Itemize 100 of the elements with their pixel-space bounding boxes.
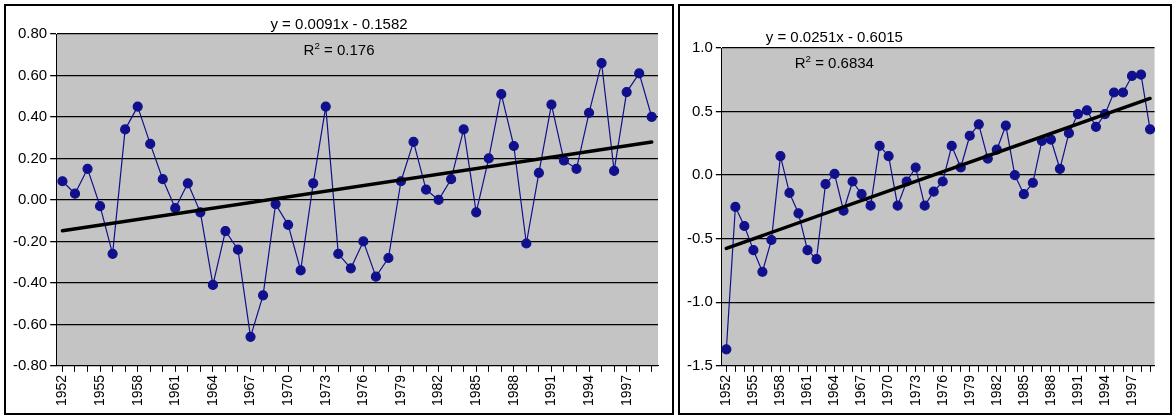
point: [471, 207, 482, 218]
point: [1054, 163, 1066, 174]
y-tick-label: -0.40: [12, 273, 48, 291]
text: y = 0.0251x - 0.6015: [765, 28, 903, 45]
point: [847, 176, 858, 187]
point: [748, 245, 759, 256]
y-tick-label: -1.0: [686, 292, 713, 310]
y-tick-label: -0.5: [686, 228, 713, 246]
point: [220, 225, 231, 237]
x-tick-label: 1985: [467, 374, 484, 407]
x-tick-label: 1997: [1122, 374, 1139, 407]
y-tick-label: 0.00: [17, 190, 48, 208]
point: [571, 163, 582, 174]
point: [964, 130, 975, 141]
point: [829, 168, 840, 179]
point: [892, 200, 903, 211]
point: [120, 124, 131, 135]
point: [1117, 87, 1129, 98]
point: [1045, 134, 1056, 145]
point: [1108, 87, 1120, 98]
point: [609, 165, 620, 176]
point: [533, 167, 544, 179]
point: [775, 150, 786, 162]
x-tick-label: 1991: [542, 374, 559, 407]
point: [973, 119, 984, 130]
x-tick-label: 1976: [933, 374, 950, 407]
text: y = 0.0091x - 0.1582: [270, 15, 408, 32]
x-tick-label: 1967: [852, 374, 869, 407]
point: [646, 111, 657, 123]
point: [937, 176, 948, 187]
y-tick-label: -0.20: [12, 231, 48, 249]
point: [69, 188, 81, 199]
y-tick-label: -0.60: [12, 314, 48, 332]
point: [94, 201, 106, 212]
x-tick-label: 1994: [579, 374, 596, 407]
x-tick-label: 1982: [987, 374, 1004, 407]
point: [919, 200, 930, 211]
point: [928, 186, 939, 197]
point: [320, 101, 331, 112]
x-tick-label: 1994: [1095, 374, 1112, 407]
x-tick-label: 1973: [906, 374, 923, 407]
point: [1090, 121, 1102, 132]
x-tick-label: 1997: [617, 374, 634, 407]
point: [546, 99, 557, 110]
point: [308, 178, 319, 189]
point: [634, 68, 645, 79]
x-tick-label: 1982: [429, 374, 446, 407]
y-tick-label: 0.5: [691, 101, 713, 119]
x-tick-label: 1967: [241, 374, 258, 407]
point: [170, 203, 181, 214]
point: [157, 174, 168, 185]
point: [107, 248, 118, 259]
x-tick-label: 1988: [1041, 374, 1058, 407]
x-tick-label: 1961: [166, 374, 183, 407]
x-tick-label: 1958: [771, 374, 788, 407]
y-tick-label: 1.0: [691, 38, 713, 56]
point: [408, 136, 419, 147]
y-tick-label: 0.20: [17, 148, 48, 166]
point: [496, 89, 507, 100]
point: [433, 194, 444, 206]
point: [345, 263, 356, 274]
point: [730, 201, 741, 213]
point: [1126, 70, 1138, 82]
point: [333, 248, 344, 259]
point: [1072, 109, 1084, 120]
point: [1000, 120, 1011, 131]
point: [420, 184, 432, 195]
x-tick-label: 1979: [960, 374, 977, 407]
x-tick-label: 1952: [53, 374, 70, 407]
x-tick-label: 1958: [128, 374, 145, 407]
point: [370, 271, 381, 282]
point: [1063, 128, 1075, 139]
point: [757, 266, 768, 277]
x-tick-label: 1970: [879, 374, 896, 407]
y-tick-label: 0.60: [17, 65, 48, 83]
x-tick-label: 1955: [744, 374, 761, 407]
point: [784, 187, 795, 199]
point: [874, 140, 885, 151]
point: [856, 189, 867, 200]
x-tick-label: 1988: [504, 374, 521, 407]
x-tick-label: 1979: [391, 374, 408, 407]
point: [295, 265, 306, 276]
point: [483, 153, 494, 164]
y-tick-label: 0.80: [17, 24, 48, 42]
point: [1144, 124, 1156, 135]
point: [883, 150, 894, 162]
point: [182, 178, 193, 189]
point: [811, 253, 822, 265]
point: [145, 138, 156, 150]
point: [358, 236, 369, 247]
x-tick-label: 1985: [1014, 374, 1031, 407]
point: [1009, 170, 1020, 181]
x-tick-label: 1955: [90, 374, 107, 407]
point: [558, 155, 570, 166]
y-tick-label: 0.0: [691, 165, 713, 183]
point: [621, 86, 632, 98]
point: [596, 57, 607, 69]
y-tick-label: -0.80: [12, 356, 48, 373]
point: [820, 178, 831, 190]
x-tick-label: 1952: [717, 374, 734, 407]
